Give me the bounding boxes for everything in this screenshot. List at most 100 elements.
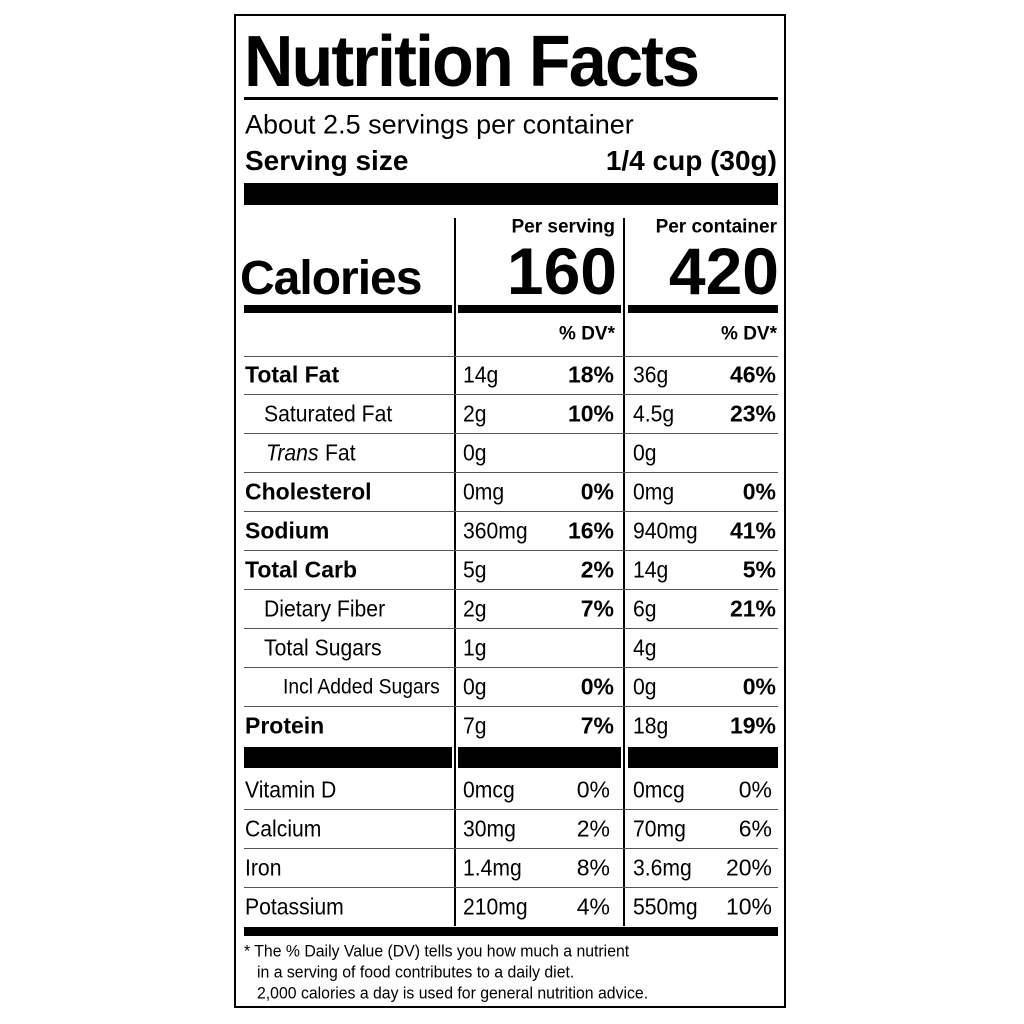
amount: 0mg bbox=[633, 478, 675, 505]
amount: 70mg bbox=[633, 815, 686, 842]
row-rule bbox=[244, 628, 778, 629]
amount: 0mcg bbox=[463, 776, 515, 803]
daily-value: 4% bbox=[576, 893, 610, 920]
thick-bar bbox=[458, 747, 621, 768]
amount: 4.5g bbox=[633, 400, 675, 427]
daily-value: 18% bbox=[567, 361, 614, 388]
row-rule bbox=[244, 394, 778, 395]
daily-value: 6% bbox=[738, 815, 772, 842]
amount: 0mg bbox=[463, 478, 505, 505]
thick-bar bbox=[244, 927, 778, 936]
column-divider bbox=[623, 218, 625, 926]
daily-value: 20% bbox=[725, 854, 772, 881]
daily-value: 8% bbox=[576, 854, 610, 881]
nutrient-name: Fat bbox=[324, 439, 356, 466]
amount: 30mg bbox=[463, 815, 516, 842]
daily-value: 21% bbox=[729, 595, 776, 622]
nutrient-name: Total Carb bbox=[245, 556, 358, 583]
daily-value: 0% bbox=[576, 776, 610, 803]
amount: 210mg bbox=[463, 893, 528, 920]
nutrient-name: Saturated Fat bbox=[264, 400, 393, 427]
row-rule bbox=[244, 550, 778, 551]
daily-value: 10% bbox=[725, 893, 772, 920]
rule bbox=[244, 97, 778, 100]
daily-value: 19% bbox=[729, 712, 776, 739]
nutrient-name-prefix: Trans bbox=[266, 439, 319, 466]
thick-bar bbox=[628, 305, 778, 313]
dv-header: % DV* bbox=[721, 323, 777, 345]
amount: 1g bbox=[463, 634, 487, 661]
row-rule bbox=[244, 809, 778, 810]
daily-value: 41% bbox=[729, 517, 776, 544]
row-rule bbox=[244, 848, 778, 849]
thick-bar bbox=[458, 305, 621, 313]
amount: 550mg bbox=[633, 893, 698, 920]
footnote: 2,000 calories a day is used for general… bbox=[257, 983, 649, 1003]
servings: About 2.5 servings per container bbox=[245, 109, 634, 140]
footnote: in a serving of food contributes to a da… bbox=[257, 962, 575, 982]
daily-value: 16% bbox=[567, 517, 614, 544]
amount: 6g bbox=[633, 595, 657, 622]
amount: 1.4mg bbox=[463, 854, 522, 881]
calories-value: 420 bbox=[668, 234, 779, 308]
daily-value: 0% bbox=[742, 673, 776, 700]
column-header: Per container bbox=[655, 216, 777, 238]
thick-bar bbox=[244, 305, 452, 313]
amount: 14g bbox=[633, 556, 669, 583]
vitamin-name: Iron bbox=[245, 854, 282, 881]
amount: 0g bbox=[633, 439, 657, 466]
daily-value: 23% bbox=[729, 400, 776, 427]
nutrient-name: Sodium bbox=[245, 517, 330, 544]
row-rule bbox=[244, 589, 778, 590]
amount: 0mcg bbox=[633, 776, 685, 803]
daily-value: 2% bbox=[576, 815, 610, 842]
nutrient-name: Dietary Fiber bbox=[264, 595, 386, 622]
thick-bar bbox=[244, 183, 778, 205]
nutrient-name: Protein bbox=[245, 712, 325, 739]
row-rule bbox=[244, 887, 778, 888]
daily-value: 0% bbox=[580, 673, 614, 700]
serving-size-value: 1/4 cup (30g) bbox=[605, 145, 777, 176]
dv-header: % DV* bbox=[559, 323, 615, 345]
daily-value: 0% bbox=[738, 776, 772, 803]
amount: 0g bbox=[463, 439, 487, 466]
daily-value: 7% bbox=[580, 712, 614, 739]
amount: 0g bbox=[463, 673, 487, 700]
amount: 18g bbox=[633, 712, 669, 739]
column-divider bbox=[454, 218, 456, 926]
row-rule bbox=[244, 667, 778, 668]
vitamin-name: Vitamin D bbox=[245, 776, 337, 803]
daily-value: 5% bbox=[742, 556, 776, 583]
row-rule bbox=[244, 511, 778, 512]
nutrient-name: Cholesterol bbox=[245, 478, 372, 505]
amount: 3.6mg bbox=[633, 854, 692, 881]
row-rule bbox=[244, 356, 778, 357]
thick-bar bbox=[628, 747, 778, 768]
column-header: Per serving bbox=[511, 216, 616, 238]
vitamin-name: Calcium bbox=[245, 815, 322, 842]
row-rule bbox=[244, 472, 778, 473]
amount: 940mg bbox=[633, 517, 698, 544]
daily-value: 2% bbox=[580, 556, 614, 583]
amount: 36g bbox=[633, 361, 669, 388]
amount: 0g bbox=[633, 673, 657, 700]
thick-bar bbox=[244, 747, 452, 768]
row-rule bbox=[244, 706, 778, 707]
serving-size-label: Serving size bbox=[245, 145, 409, 176]
daily-value: 0% bbox=[580, 478, 614, 505]
amount: 360mg bbox=[463, 517, 528, 544]
nutrient-name: Incl Added Sugars bbox=[283, 675, 440, 699]
calories-value: 160 bbox=[506, 234, 617, 308]
daily-value: 0% bbox=[742, 478, 776, 505]
calories-label: Calories bbox=[240, 252, 422, 305]
label-border bbox=[234, 14, 786, 1008]
row-rule bbox=[244, 433, 778, 434]
nutrient-name: Total Fat bbox=[245, 361, 340, 388]
amount: 2g bbox=[463, 595, 487, 622]
amount: 2g bbox=[463, 400, 487, 427]
vitamin-name: Potassium bbox=[245, 893, 344, 920]
nutrient-name: Total Sugars bbox=[264, 634, 382, 661]
amount: 7g bbox=[463, 712, 487, 739]
title: Nutrition Facts bbox=[244, 22, 700, 102]
